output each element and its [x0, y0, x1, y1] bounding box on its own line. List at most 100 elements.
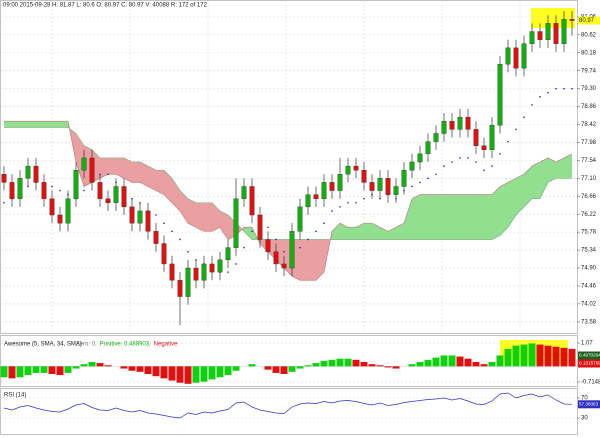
candle-body [145, 210, 151, 232]
y-tick-label: 76.66 [581, 194, 597, 200]
y-tick-label: 79.30 [581, 86, 597, 92]
candle-body [553, 23, 559, 44]
y-tick-label: 75.34 [581, 248, 597, 254]
cloud-segment [212, 202, 220, 232]
ma-dot [547, 91, 549, 94]
ma-dot [83, 189, 85, 192]
cloud-segment [36, 121, 44, 128]
candle-body [153, 231, 159, 244]
ma-dot [307, 238, 309, 241]
candle-body [273, 251, 279, 265]
bar [40, 366, 48, 373]
legend-entry: Negative [154, 342, 178, 348]
legend-entry: Positive: 0.488903, [100, 342, 151, 348]
panel-title: RSI (14) [4, 393, 26, 399]
bar [312, 363, 320, 367]
last-price-marker [578, 16, 600, 25]
candle-body [457, 116, 463, 130]
cloud-segment [20, 121, 28, 128]
ma-dot [227, 271, 229, 273]
cloud-segment [164, 170, 172, 203]
y-tick-label: 74.90 [581, 266, 597, 272]
candle-body [561, 19, 567, 44]
cloud-segment [204, 202, 212, 232]
candle-body [289, 231, 295, 269]
candle-body [97, 182, 103, 199]
candle-body [337, 174, 343, 191]
value-marker-label: 0.4970264 [579, 353, 600, 358]
candle-body [17, 178, 23, 199]
cloud-segment [132, 162, 140, 183]
bar [560, 347, 568, 367]
y-tick-label: -0.7148863 [581, 380, 600, 386]
ma-dot [435, 173, 437, 176]
ma-dot [235, 263, 237, 265]
panel-title: Awesome (5, SMA, 34, SMA) [4, 342, 82, 348]
candle-body [425, 141, 431, 155]
bar [520, 344, 528, 367]
cloud-segment [316, 239, 324, 281]
cloud-segment [180, 190, 188, 224]
bar [168, 366, 176, 381]
bar [328, 359, 336, 367]
bar [392, 366, 400, 369]
bar [104, 365, 112, 367]
y-tick-label: 77.10 [581, 176, 597, 182]
bar [416, 362, 424, 367]
ma-dot [323, 222, 325, 224]
candle-body [161, 243, 167, 265]
candle-body [129, 206, 135, 224]
y-tick-label: 73.58 [581, 319, 597, 325]
cloud-segment [564, 153, 572, 179]
candle-body [9, 182, 15, 199]
y-tick-label: 79.74 [581, 68, 597, 74]
bar [264, 366, 272, 370]
value-marker-label: 0.1315789 [579, 361, 600, 366]
cloud-line [4, 120, 573, 281]
bar [368, 364, 376, 367]
cloud-segment [220, 210, 228, 240]
value-marker [578, 400, 600, 409]
ma-dot [243, 246, 245, 249]
candle-body [329, 182, 335, 191]
highlight-box [531, 8, 575, 28]
ma-dot [251, 230, 253, 233]
candle-body [345, 165, 351, 175]
bar [152, 366, 160, 377]
candle-body [385, 178, 391, 195]
ma-dot [179, 238, 181, 241]
cloud-segment [436, 194, 444, 240]
candle-body [369, 182, 375, 191]
legend-entry: Zero: 0, [76, 342, 97, 348]
y-tick-label: 75.78 [581, 230, 597, 236]
candle-body [65, 198, 71, 224]
bar [88, 362, 96, 367]
cloud-segment [484, 194, 492, 240]
oscillator-panel [0, 335, 578, 387]
bar [440, 355, 448, 367]
y-tick-label: 74.02 [581, 301, 597, 307]
ma-dot [523, 116, 525, 118]
ma-dot [347, 201, 349, 204]
cloud-segment [540, 157, 548, 199]
ma-dot [3, 201, 5, 204]
y-tick-label: 74.46 [581, 284, 597, 290]
candle-body [305, 194, 311, 208]
candle-body [41, 182, 47, 199]
ma-dot [515, 128, 517, 131]
cloud-segment [108, 157, 116, 175]
cloud-segment [460, 194, 468, 240]
cloud-segment [444, 194, 452, 240]
bar [480, 364, 488, 367]
bar [504, 348, 512, 367]
bar [432, 357, 440, 367]
ma-dot [483, 169, 485, 171]
y-tick-label: 70 [581, 396, 588, 402]
ma-dot [363, 197, 365, 200]
candle-body [137, 210, 143, 224]
cloud-segment [28, 121, 36, 128]
bar [360, 362, 368, 367]
ma-dot [51, 185, 53, 188]
header-text: 09:00 2015-09-28 H: 81.87 L: 80.6 O: 80.… [3, 3, 208, 9]
bar [304, 365, 312, 367]
